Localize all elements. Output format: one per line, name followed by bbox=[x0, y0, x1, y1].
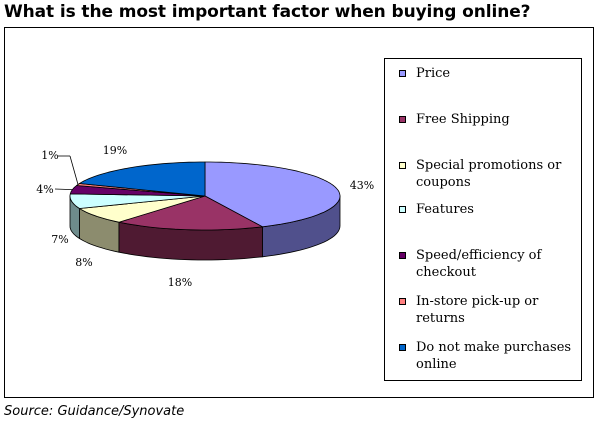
data-label-features: 7% bbox=[51, 233, 68, 246]
legend-swatch bbox=[399, 252, 406, 259]
pie-slice-do-not-make-purchases-online bbox=[79, 161, 206, 197]
legend-label: In-store pick-up or returns bbox=[416, 294, 539, 326]
legend-swatch bbox=[399, 206, 406, 213]
legend-swatch bbox=[399, 298, 406, 305]
legend: Price Free Shipping Special promotions o… bbox=[384, 58, 582, 381]
source-note: Source: Guidance/Synovate bbox=[4, 404, 185, 419]
legend-label: Special promotions or coupons bbox=[416, 158, 562, 190]
data-label-do-not-make-purchases-online: 19% bbox=[103, 144, 127, 157]
data-label-special-promotions-or-coupons: 8% bbox=[75, 256, 92, 269]
pie-slice-features bbox=[69, 193, 206, 209]
chart-title: What is the most important factor when b… bbox=[4, 2, 531, 22]
leader-line-speed bbox=[54, 188, 73, 190]
legend-label: Speed/efficiency of checkout bbox=[416, 248, 542, 280]
legend-swatch bbox=[399, 162, 406, 169]
data-label-speed-efficiency-of-checkout: 4% bbox=[36, 183, 53, 196]
leader-line-in-store-tail bbox=[69, 155, 79, 185]
legend-swatch bbox=[399, 70, 406, 77]
legend-swatch bbox=[399, 116, 406, 123]
pie-slice-special-promotions-or-coupons bbox=[79, 195, 206, 223]
pie-slice-free-shipping bbox=[118, 195, 263, 231]
legend-swatch bbox=[399, 344, 406, 351]
legend-label: Do not make purchases online bbox=[416, 340, 572, 372]
data-label-price: 43% bbox=[350, 179, 374, 192]
legend-label: Price bbox=[416, 66, 451, 81]
legend-label: Free Shipping bbox=[416, 112, 510, 127]
data-label-free-shipping: 18% bbox=[168, 276, 192, 289]
data-label-in-store-pick-up-or-returns: 1% bbox=[41, 149, 58, 162]
pie-slice-price bbox=[204, 161, 341, 228]
legend-label: Features bbox=[416, 202, 474, 217]
